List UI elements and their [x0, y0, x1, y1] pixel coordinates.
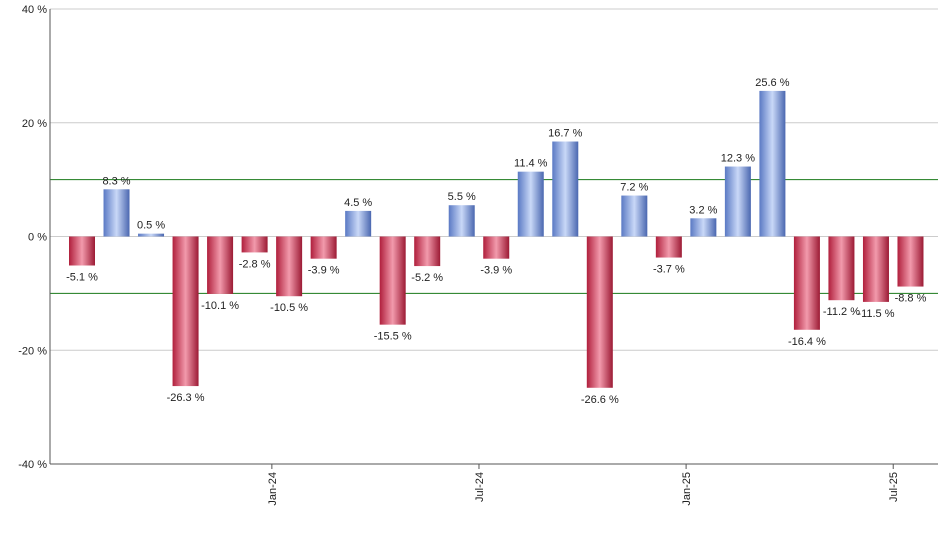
- bar: [759, 90, 786, 237]
- value-label: 4.5 %: [344, 197, 372, 209]
- value-label: -3.9 %: [480, 265, 512, 277]
- bar: [517, 171, 544, 237]
- value-label: -26.6 %: [581, 394, 619, 406]
- bar: [690, 218, 717, 237]
- bar: [241, 236, 268, 253]
- value-label: 11.4 %: [514, 158, 548, 170]
- bar: [897, 236, 924, 287]
- bar: [724, 166, 751, 237]
- y-tick-label: -20 %: [18, 345, 47, 357]
- y-tick-labels: 40 % 20 % 0 % -20 % -40 %: [18, 4, 47, 471]
- value-label: -5.1 %: [66, 272, 98, 284]
- bar: [69, 236, 95, 266]
- axes: [49, 9, 938, 469]
- bar: [414, 236, 441, 267]
- bar: [207, 236, 234, 294]
- bar: [276, 236, 303, 297]
- value-label: -10.1 %: [201, 300, 239, 312]
- value-label: 16.7 %: [548, 128, 582, 140]
- bar: [103, 189, 130, 237]
- value-label: -8.8 %: [895, 293, 927, 305]
- value-label: -15.5 %: [374, 331, 412, 343]
- bar: [345, 210, 372, 237]
- bars: [69, 90, 924, 388]
- bar: [828, 236, 855, 301]
- x-tick-labels: Jan-24 Jul-24 Jan-25 Jul-25: [267, 472, 900, 506]
- value-label: -11.2 %: [823, 306, 860, 318]
- value-label: 5.5 %: [448, 191, 476, 203]
- bar: [862, 236, 889, 302]
- value-label: -16.4 %: [788, 336, 826, 348]
- bar: [379, 236, 406, 325]
- value-label: 7.2 %: [620, 182, 648, 194]
- value-labels: -5.1 % 8.3 % 0.5 % -26.3 % -10.1 % -2.8 % -10.…: [66, 77, 926, 406]
- value-label: 12.3 %: [721, 153, 755, 165]
- value-label: 8.3 %: [102, 175, 130, 187]
- value-label: 3.2 %: [689, 204, 717, 216]
- y-tick-label: -40 %: [18, 459, 47, 471]
- value-label: -3.9 %: [308, 265, 340, 277]
- x-tick-label: Jan-24: [267, 472, 279, 506]
- bar: [655, 236, 682, 258]
- x-tick-label: Jul-25: [888, 472, 900, 502]
- bar: [483, 236, 510, 259]
- bar: [586, 236, 613, 388]
- bar: [310, 236, 337, 259]
- bar: [172, 236, 199, 387]
- x-tick-label: Jan-25: [681, 472, 693, 506]
- value-label: -11.5 %: [857, 308, 894, 320]
- value-label: -5.2 %: [411, 272, 443, 284]
- bar: [552, 141, 579, 237]
- bar: [138, 233, 165, 237]
- value-label: 25.6 %: [755, 77, 789, 89]
- y-tick-label: 40 %: [22, 4, 47, 16]
- y-tick-label: 20 %: [22, 118, 47, 130]
- value-label: -3.7 %: [653, 264, 685, 276]
- value-label: -2.8 %: [239, 258, 271, 270]
- value-label: -26.3 %: [167, 392, 205, 404]
- bar: [621, 195, 648, 237]
- y-tick-label: 0 %: [28, 232, 47, 244]
- x-tick-label: Jul-24: [474, 472, 486, 502]
- bar: [448, 205, 475, 237]
- value-label: -10.5 %: [270, 302, 308, 314]
- value-label: 0.5 %: [137, 220, 165, 232]
- bar: [793, 236, 820, 330]
